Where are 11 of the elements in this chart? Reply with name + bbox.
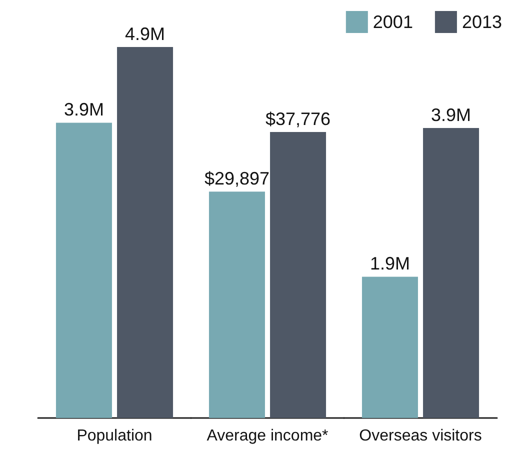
legend-label: 2013 [462, 12, 502, 32]
data-label: 3.9M [431, 105, 472, 125]
legend-label: 2001 [372, 12, 413, 32]
data-label: $29,897 [204, 168, 270, 189]
data-label: 4.9M [125, 24, 166, 44]
x-tick-label: Population [76, 428, 152, 444]
data-label: 1.9M [370, 254, 410, 274]
data-label: 3.9M [64, 100, 104, 120]
x-tick-label: Average income* [206, 428, 328, 444]
x-tick-label: Overseas visitors [359, 428, 482, 444]
data-label: $37,776 [265, 109, 331, 129]
